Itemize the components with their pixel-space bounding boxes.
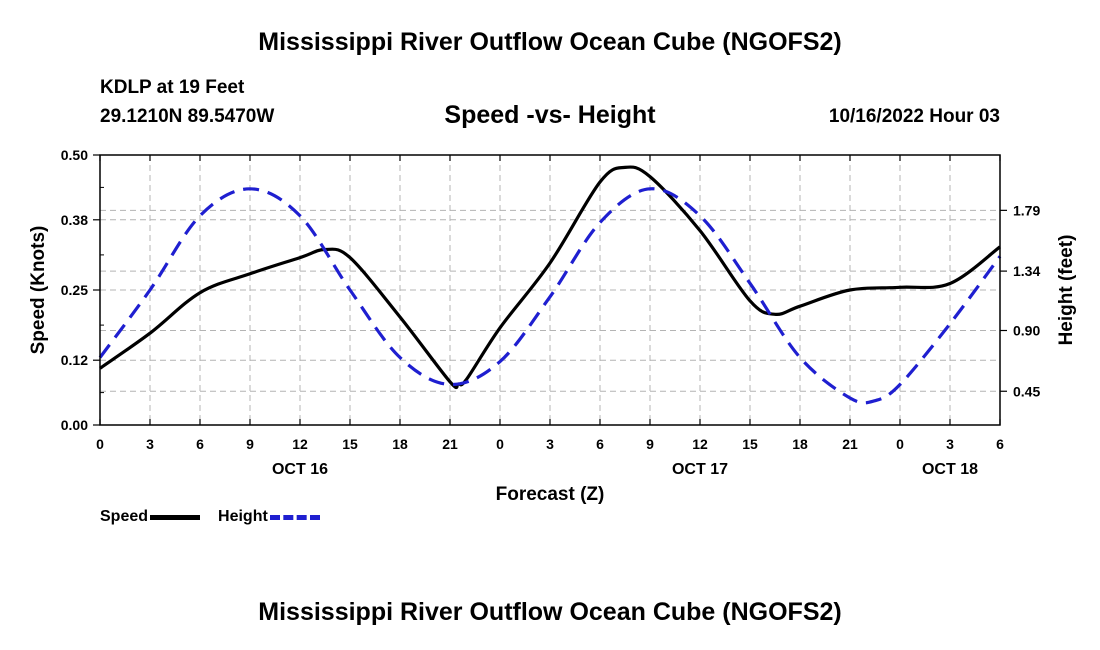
x-tick-label-8: 0	[496, 436, 504, 452]
series-lines	[98, 165, 1002, 405]
y-tick-label-1: 0.12	[61, 352, 88, 368]
series-line-speed	[99, 165, 1001, 390]
y2-tick-label-2: 1.34	[1013, 263, 1040, 279]
station-label: KDLP at 19 Feet	[100, 77, 245, 98]
y-tick-label-2: 0.25	[61, 282, 88, 298]
x-tick-label-1: 3	[146, 436, 154, 452]
date-label-1: OCT 17	[672, 461, 728, 478]
x-tick-label-6: 18	[392, 436, 408, 452]
x-tick-label-15: 21	[842, 436, 858, 452]
x-tick-label-4: 12	[292, 436, 308, 452]
main-title: Mississippi River Outflow Ocean Cube (NG…	[258, 28, 842, 56]
x-tick-label-11: 9	[646, 436, 654, 452]
y2-tick-label-0: 0.45	[1013, 383, 1040, 399]
y2-axis-title: Height (feet)	[1056, 235, 1077, 346]
forecast-datetime: 10/16/2022 Hour 03	[828, 106, 1000, 127]
x-tick-label-3: 9	[246, 436, 254, 452]
x-tick-label-5: 15	[342, 436, 358, 452]
y-axis-title: Speed (Knots)	[28, 226, 49, 355]
grid-lines	[100, 155, 1000, 425]
x-tick-label-17: 3	[946, 436, 954, 452]
legend-swatch-speed	[150, 514, 201, 520]
x-tick-label-9: 3	[546, 436, 554, 452]
x-tick-label-13: 15	[742, 436, 758, 452]
date-label-0: OCT 16	[272, 461, 328, 478]
x-tick-label-16: 0	[896, 436, 904, 452]
x-tick-label-18: 6	[996, 436, 1004, 452]
station-coordinates: 29.1210N 89.5470W	[100, 106, 275, 127]
x-tick-label-2: 6	[196, 436, 204, 452]
legend-swatch-height	[269, 514, 320, 520]
y2-tick-label-3: 1.79	[1013, 202, 1040, 218]
y-tick-label-4: 0.50	[61, 147, 88, 163]
bottom-title: Mississippi River Outflow Ocean Cube (NG…	[258, 598, 842, 626]
axis-ticks	[93, 154, 1007, 426]
x-axis-title: Forecast (Z)	[496, 484, 605, 505]
x-tick-label-10: 6	[596, 436, 604, 452]
chart-subtitle: Speed -vs- Height	[444, 101, 656, 129]
x-tick-label-14: 18	[792, 436, 808, 452]
legend-label-speed: Speed	[100, 508, 149, 525]
legend: Speed Height	[100, 508, 338, 526]
y-tick-label-3: 0.38	[61, 212, 88, 228]
y-tick-label-0: 0.00	[61, 417, 88, 433]
date-label-2: OCT 18	[922, 461, 978, 478]
plot-frame	[99, 154, 1001, 426]
x-tick-label-7: 21	[442, 436, 458, 452]
series-line-height	[98, 187, 1002, 405]
legend-item-speed: Speed	[100, 508, 201, 526]
x-tick-label-12: 12	[692, 436, 708, 452]
y2-tick-label-1: 0.90	[1013, 323, 1040, 339]
legend-item-height: Height	[218, 508, 320, 526]
axis-labels: 0 3 6 9 12 15 18 21 0 3 6 9 12 15 18 21 0 3 6 0.00 0.12 0.25 0…	[28, 147, 1077, 505]
legend-label-height: Height	[218, 508, 268, 525]
x-tick-label-0: 0	[96, 436, 104, 452]
